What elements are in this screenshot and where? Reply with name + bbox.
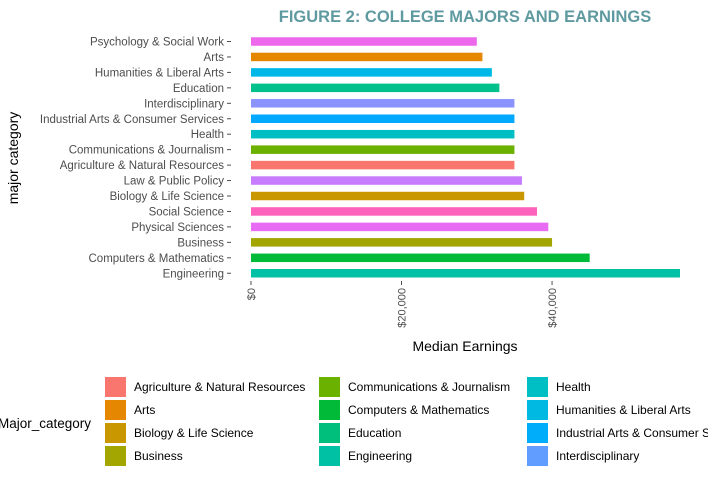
- bar: [251, 207, 537, 216]
- bar: [251, 238, 553, 247]
- bar: [251, 37, 477, 46]
- bar: [251, 114, 515, 123]
- legend-label: Interdisciplinary: [556, 449, 639, 463]
- y-tick-label: Health: [191, 129, 224, 141]
- legend-swatch: [319, 423, 340, 443]
- y-axis-title: major category: [5, 112, 21, 205]
- y-tick-label: Interdisciplinary: [144, 98, 224, 110]
- legend-swatch: [527, 423, 548, 443]
- bar: [251, 191, 525, 201]
- legend-label: Industrial Arts & Consumer Services: [556, 426, 708, 440]
- y-tick-label: Business: [177, 237, 224, 249]
- legend-swatch: [105, 400, 126, 420]
- bar: [251, 52, 483, 62]
- bar: [251, 176, 522, 185]
- legend-label: Engineering: [348, 449, 412, 463]
- legend-label: Biology & Life Science: [134, 426, 254, 440]
- legend-label: Health: [556, 380, 591, 394]
- legend-swatch: [319, 377, 340, 397]
- y-tick-label: Biology & Life Science: [110, 191, 224, 203]
- legend-label: Education: [348, 426, 401, 440]
- legend-title: Major_category: [0, 416, 91, 431]
- bar: [251, 68, 492, 77]
- bar: [251, 160, 515, 170]
- y-tick-label: Education: [173, 83, 224, 95]
- legend-swatch: [527, 400, 548, 420]
- legend-swatch: [105, 377, 126, 397]
- bar: [251, 129, 515, 139]
- legend-label: Business: [134, 449, 183, 463]
- legend: Agriculture & Natural Resources Arts Biolo…: [105, 377, 708, 466]
- chart-title: FIGURE 2: COLLEGE MAJORS AND EARNINGS: [279, 8, 652, 26]
- legend-swatch: [105, 423, 126, 443]
- legend-label: Humanities & Liberal Arts: [556, 403, 691, 417]
- y-tick-label: Computers & Mathematics: [89, 253, 225, 265]
- legend-label: Arts: [134, 403, 155, 417]
- legend-swatch: [527, 446, 548, 466]
- y-tick-label: Psychology & Social Work: [90, 37, 224, 49]
- bar: [251, 222, 549, 232]
- y-tick-label: Engineering: [163, 268, 224, 280]
- y-tick-label: Law & Public Policy: [124, 176, 225, 188]
- legend-label: Computers & Mathematics: [348, 403, 489, 417]
- bar: [251, 253, 590, 263]
- y-tick-label: Arts: [204, 52, 225, 64]
- bar: [251, 145, 515, 154]
- x-tick-label: $20,000: [397, 288, 409, 328]
- legend-label: Agriculture & Natural Resources: [134, 380, 305, 394]
- y-tick-label: Communications & Journalism: [69, 145, 224, 157]
- legend-swatch: [319, 446, 340, 466]
- legend-swatch: [319, 400, 340, 420]
- x-tick-label: $40,000: [547, 288, 559, 328]
- x-tick-label: $0: [246, 288, 258, 300]
- bar: [251, 269, 680, 278]
- plot-area: Psychology & Social Work Arts Humanities &…: [40, 37, 680, 328]
- legend-swatch: [527, 377, 548, 397]
- x-axis-title: Median Earnings: [412, 338, 517, 354]
- bar: [251, 83, 500, 93]
- y-tick-label: Agriculture & Natural Resources: [60, 160, 225, 172]
- bar: [251, 99, 515, 108]
- y-tick-label: Physical Sciences: [131, 222, 224, 234]
- legend-swatch: [105, 446, 126, 466]
- y-tick-label: Industrial Arts & Consumer Services: [40, 114, 224, 126]
- y-tick-label: Humanities & Liberal Arts: [95, 67, 224, 79]
- legend-label: Communications & Journalism: [348, 380, 510, 394]
- y-tick-label: Social Science: [149, 206, 224, 218]
